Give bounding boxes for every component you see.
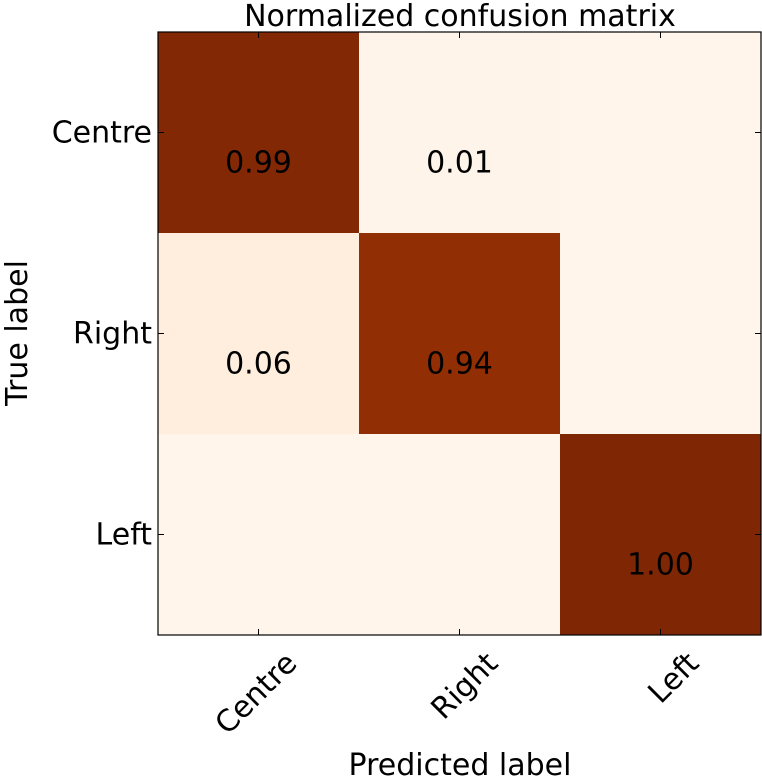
y-tick-label: Right (73, 317, 152, 352)
cell (560, 434, 762, 636)
cell (560, 32, 762, 234)
cell-label: 0.99 (225, 146, 292, 181)
cell (359, 434, 561, 636)
y-axis-label: True label (0, 260, 35, 407)
chart-title: Normalized confusion matrix (244, 0, 676, 34)
x-tick-label: Right (425, 646, 506, 727)
cell (359, 233, 561, 435)
cell (158, 434, 360, 636)
cell-label: 0.06 (225, 347, 292, 382)
y-tick-label: Left (96, 518, 153, 553)
x-axis-label: Predicted label (349, 748, 572, 776)
cell-label: 0.01 (426, 146, 493, 181)
y-tick-label: Centre (52, 116, 152, 151)
x-tick-label: Left (641, 646, 706, 711)
cell (359, 32, 561, 234)
cell-label: 1.00 (627, 548, 694, 583)
cell (158, 233, 360, 435)
x-tick-label: Centre (208, 646, 304, 742)
cell (158, 32, 360, 234)
cell (560, 233, 762, 435)
cell-label: 0.94 (426, 347, 493, 382)
